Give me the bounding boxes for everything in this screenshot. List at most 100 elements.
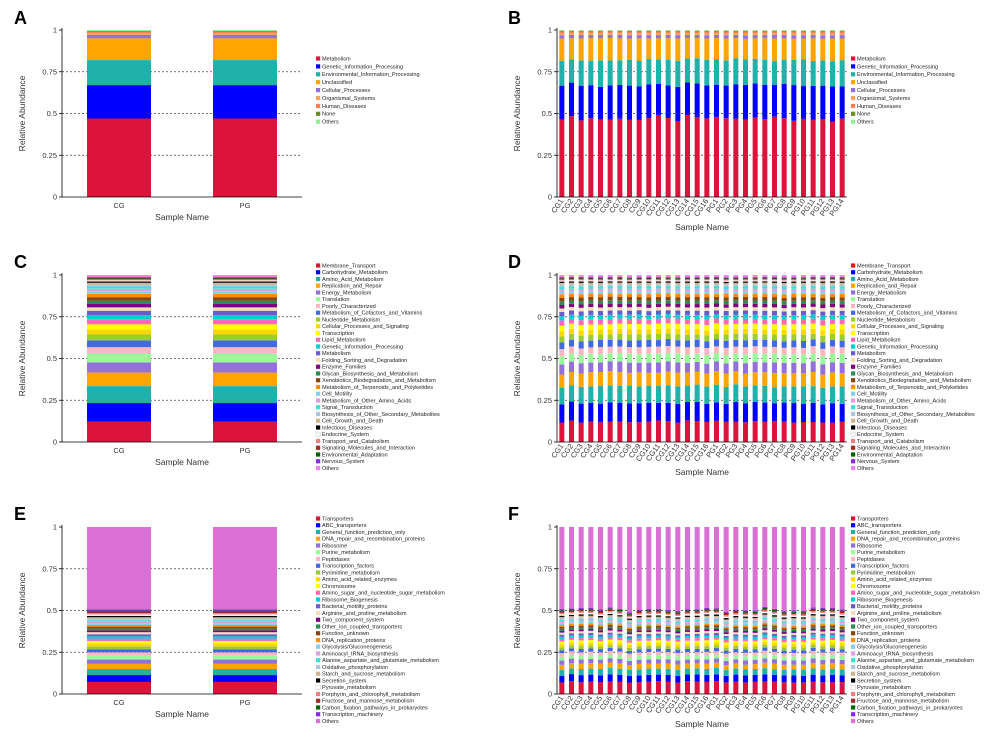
bar-segment-c [87, 300, 151, 304]
bar-segment-f [675, 626, 681, 628]
bar-segment-f [694, 622, 700, 625]
bar-segment-d [617, 421, 623, 442]
bar-segment-b [655, 83, 662, 115]
bar-segment-d [597, 279, 604, 281]
bar-segment-d [626, 282, 633, 285]
bar-segment-d [810, 402, 816, 422]
bar-segment-b [636, 30, 642, 31]
bar-segment-b [588, 30, 594, 31]
bar-segment-f [626, 640, 633, 643]
bar-segment-d [617, 288, 623, 292]
bar-segment-b [646, 35, 652, 39]
bar-segment-c [87, 293, 151, 298]
bar-segment-f [839, 620, 845, 622]
bar-segment-b [588, 30, 594, 32]
legend-swatch-f [851, 651, 856, 656]
bar-segment-b [771, 30, 778, 32]
bar-segment-d [588, 284, 594, 287]
legend-swatch-e [316, 678, 321, 683]
bar-segment-d [646, 385, 652, 403]
bar-segment-d [839, 421, 845, 442]
bar-segment-f [646, 618, 652, 620]
legend-label-a: Unclassified [322, 80, 352, 86]
bar-segment-f [684, 674, 691, 682]
bar-segment-e [213, 527, 277, 610]
bar-segment-d [771, 403, 778, 422]
bar-segment-d [626, 323, 633, 330]
bar-segment-d [559, 342, 565, 350]
bar-segment-d [578, 284, 584, 287]
legend-swatch-d [851, 445, 856, 450]
bar-segment-c [87, 329, 151, 335]
legend-label-e: Peptidases [322, 557, 350, 563]
bar-segment-b [597, 38, 604, 61]
bar-segment-b [771, 38, 778, 62]
legend-label-e: Amino_acid_related_enzymes [322, 577, 397, 583]
bar-segment-d [704, 300, 710, 304]
bar-segment-d [636, 310, 642, 315]
bar-segment-f [694, 617, 700, 619]
bar-segment-e [87, 655, 151, 660]
bar-segment-f [762, 619, 768, 621]
bar-segment-f [829, 648, 836, 652]
bar-segment-f [742, 656, 749, 661]
bar-segment-d [607, 296, 613, 301]
bar-segment-d [771, 324, 778, 330]
bar-segment-d [636, 362, 642, 373]
bar-segment-d [781, 347, 787, 355]
bar-segment-d [723, 340, 729, 348]
bar-segment-d [607, 279, 613, 281]
bar-segment-d [752, 328, 758, 334]
legend-label-c: Xenobiotics_Biodegradation_and_Metabolis… [322, 378, 436, 384]
bar-segment-f [723, 620, 729, 623]
bar-segment-f [578, 655, 584, 660]
legend-swatch-f [851, 597, 856, 602]
bar-segment-f [607, 607, 613, 609]
bar-segment-f [684, 663, 691, 669]
bar-segment-d [684, 277, 691, 278]
bar-segment-f [646, 610, 652, 612]
bar-segment-f [626, 617, 633, 619]
bar-segment-d [607, 334, 613, 340]
bar-segment-d [829, 353, 836, 363]
legend-swatch-d [851, 398, 856, 403]
bar-segment-b [742, 33, 749, 36]
bar-segment-f [646, 632, 652, 635]
bar-segment-a [87, 85, 151, 119]
bar-segment-f [791, 616, 797, 619]
legend-swatch-b [851, 111, 856, 116]
bar-segment-d [607, 284, 613, 286]
bar-segment-d [636, 291, 642, 294]
bar-segment-d [742, 310, 749, 315]
bar-segment-f [723, 647, 729, 651]
bar-segment-d [781, 315, 787, 320]
bar-segment-f [742, 617, 749, 620]
y-tick-label-a: 0.5 [47, 109, 57, 118]
bar-segment-d [597, 293, 604, 298]
y-axis-title-f: Relative Abundance [512, 572, 522, 648]
bar-segment-d [742, 279, 749, 281]
bar-segment-d [646, 353, 652, 363]
bar-segment-d [704, 335, 710, 342]
bar-segment-d [704, 373, 710, 387]
bar-segment-d [636, 403, 642, 423]
bar-segment-d [723, 278, 729, 280]
bar-segment-d [655, 280, 662, 282]
bar-segment-d [800, 324, 807, 330]
bar-segment-f [568, 619, 575, 621]
legend-swatch-d [851, 330, 856, 336]
bar-segment-b [617, 118, 623, 197]
bar-segment-d [704, 421, 710, 442]
legend-swatch-d [851, 351, 856, 356]
bar-segment-d [742, 293, 749, 297]
bar-segment-f [607, 527, 613, 608]
legend-label-b: Genetic_Information_Processing [857, 64, 938, 70]
bar-segment-d [559, 280, 565, 282]
bar-segment-f [791, 656, 797, 661]
bar-segment-d [820, 294, 826, 298]
bar-segment-e [87, 621, 151, 624]
bar-segment-b [781, 38, 787, 60]
bar-segment-f [617, 629, 623, 632]
bar-segment-f [800, 621, 807, 623]
bar-segment-d [559, 281, 565, 283]
